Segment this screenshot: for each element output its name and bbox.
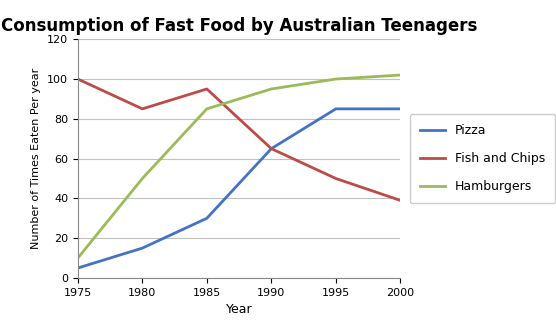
Pizza [397,107,404,111]
Legend: Pizza, Fish and Chips, Hamburgers: Pizza, Fish and Chips, Hamburgers [410,114,555,203]
Hamburgers [268,87,275,91]
Fish and Chips [75,77,81,81]
Hamburgers [332,77,339,81]
Fish and Chips [332,177,339,181]
Line: Pizza: Pizza [78,109,400,268]
Pizza [203,216,210,220]
Line: Fish and Chips: Fish and Chips [78,79,400,200]
Hamburgers [139,177,146,181]
Hamburgers [75,256,81,260]
Title: Consumption of Fast Food by Australian Teenagers: Consumption of Fast Food by Australian T… [1,17,477,35]
Fish and Chips [268,147,275,151]
Line: Hamburgers: Hamburgers [78,75,400,258]
Pizza [75,266,81,270]
Fish and Chips [203,87,210,91]
Y-axis label: Number of Times Eaten Per year: Number of Times Eaten Per year [32,68,42,249]
Pizza [332,107,339,111]
Fish and Chips [397,198,404,202]
Fish and Chips [139,107,146,111]
Hamburgers [203,107,210,111]
Pizza [139,246,146,250]
Pizza [268,147,275,151]
Hamburgers [397,73,404,77]
X-axis label: Year: Year [226,303,252,316]
